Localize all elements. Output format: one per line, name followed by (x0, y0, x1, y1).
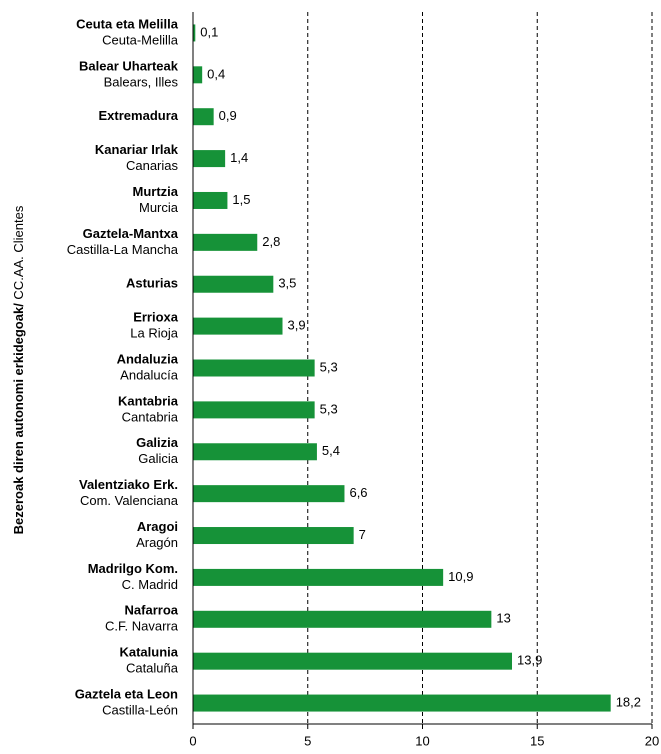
category-label: Aragoi (137, 519, 178, 534)
category-label: Errioxa (133, 310, 179, 325)
category-label: Andaluzia (117, 351, 179, 366)
value-label: 7 (359, 527, 366, 542)
category-label: Madrilgo Kom. (88, 561, 178, 576)
bar (193, 108, 214, 126)
value-label: 1,4 (230, 150, 248, 165)
category-sublabel: Galicia (138, 451, 179, 466)
value-label: 13 (496, 611, 510, 626)
bar (193, 568, 444, 586)
category-label: Asturias (126, 276, 178, 291)
category-label: Katalunia (119, 645, 178, 660)
bar (193, 24, 196, 42)
category-sublabel: Balears, Illes (104, 74, 179, 89)
value-label: 18,2 (616, 694, 641, 709)
value-label: 0,9 (219, 108, 237, 123)
y-axis-label-main: Bezeroak diren autonomi erkidegoak/ (11, 303, 26, 535)
bar (193, 191, 228, 209)
bar (193, 443, 317, 461)
bar (193, 694, 611, 712)
y-axis-label-sub: CC.AA. Clientes (11, 205, 26, 299)
value-label: 0,4 (207, 66, 225, 81)
category-label: Extremadura (99, 108, 179, 123)
category-sublabel: Com. Valenciana (80, 493, 179, 508)
category-label: Kanariar Irlak (95, 142, 179, 157)
bar (193, 233, 258, 251)
category-sublabel: Murcia (139, 200, 179, 215)
category-sublabel: Cataluña (126, 661, 179, 676)
value-label: 5,3 (320, 401, 338, 416)
value-label: 2,8 (262, 234, 280, 249)
category-sublabel: Canarias (126, 158, 179, 173)
bar (193, 485, 345, 503)
x-tick-label: 20 (645, 733, 659, 748)
category-label: Kantabria (118, 393, 179, 408)
category-label: Murtzia (133, 184, 179, 199)
category-label: Gaztela eta Leon (75, 686, 178, 701)
x-tick-label: 10 (415, 733, 429, 748)
bar (193, 150, 226, 168)
value-label: 3,9 (288, 318, 306, 333)
bar (193, 610, 492, 628)
category-label: Ceuta eta Melilla (76, 16, 179, 31)
category-sublabel: Castilla-La Mancha (67, 242, 179, 257)
x-tick-label: 5 (304, 733, 311, 748)
value-label: 3,5 (278, 276, 296, 291)
value-label: 5,3 (320, 359, 338, 374)
bar (193, 652, 513, 670)
value-label: 10,9 (448, 569, 473, 584)
bar (193, 275, 274, 293)
category-sublabel: Ceuta-Melilla (102, 32, 179, 47)
category-sublabel: C. Madrid (122, 577, 178, 592)
category-sublabel: C.F. Navarra (105, 619, 179, 634)
category-sublabel: La Rioja (130, 326, 178, 341)
bar (193, 527, 354, 545)
x-tick-label: 15 (530, 733, 544, 748)
value-label: 5,4 (322, 443, 340, 458)
bar (193, 66, 203, 84)
category-sublabel: Castilla-León (102, 702, 178, 717)
category-label: Gaztela-Mantxa (83, 226, 179, 241)
category-label: Balear Uharteak (79, 58, 179, 73)
category-label: Valentziako Erk. (79, 477, 178, 492)
bar (193, 401, 315, 419)
category-label: Nafarroa (125, 603, 179, 618)
x-tick-label: 0 (189, 733, 196, 748)
value-label: 13,9 (517, 653, 542, 668)
value-label: 1,5 (232, 192, 250, 207)
category-sublabel: Andalucía (120, 367, 179, 382)
category-sublabel: Cantabria (122, 409, 179, 424)
y-axis-label: Bezeroak diren autonomi erkidegoak/ CC.A… (11, 205, 26, 534)
value-label: 0,1 (200, 24, 218, 39)
category-label: Galizia (136, 435, 179, 450)
bar (193, 317, 283, 335)
category-sublabel: Aragón (136, 535, 178, 550)
bar (193, 359, 315, 377)
value-label: 6,6 (349, 485, 367, 500)
